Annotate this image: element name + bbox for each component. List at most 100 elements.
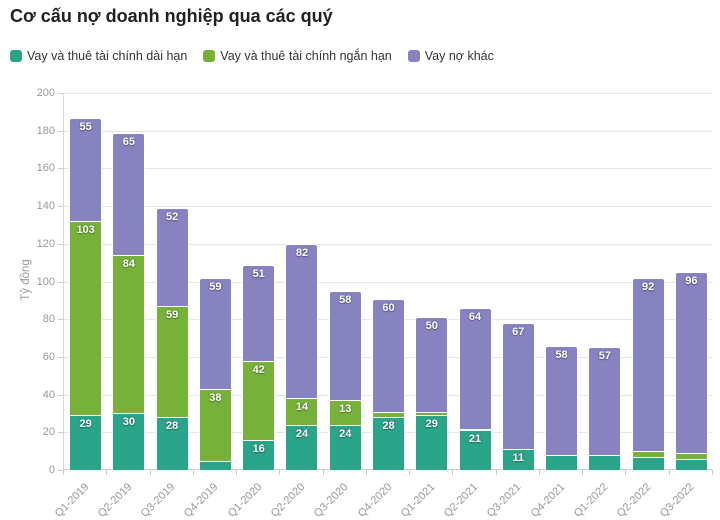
bar-Q2-2020[interactable]: 24 14 82 <box>285 243 319 470</box>
chart-title: Cơ cấu nợ doanh nghiệp qua các quý <box>10 6 333 26</box>
bar-Q3-2022[interactable]: 96 <box>674 272 708 470</box>
bar-segment[interactable]: 92 <box>631 277 665 452</box>
bar-segment[interactable]: 24 <box>285 424 319 470</box>
bar-value-label: 59 <box>209 280 222 293</box>
bar-value-label: 28 <box>166 420 179 433</box>
bar-segment[interactable]: 52 <box>155 208 189 307</box>
bar-Q3-2021[interactable]: 11 67 <box>501 322 535 470</box>
legend-swatch-long-term-icon <box>10 50 22 62</box>
bar-segment[interactable]: 13 <box>328 400 362 425</box>
bar-segment[interactable]: 55 <box>69 117 103 222</box>
legend-swatch-short-term-icon <box>203 50 216 62</box>
bar-Q4-2021[interactable]: 58 <box>545 345 579 470</box>
gridline <box>64 206 712 208</box>
bar-Q1-2020[interactable]: 16 42 51 <box>242 264 276 470</box>
bar-segment[interactable]: 14 <box>285 398 319 425</box>
bar-Q2-2021[interactable]: 21 64 <box>458 307 492 470</box>
y-axis-tick-mark <box>58 470 63 471</box>
x-axis-tick-mark <box>322 470 324 475</box>
bar-segment[interactable]: 21 <box>458 430 492 470</box>
bar-Q2-2022[interactable]: 92 <box>631 277 665 470</box>
bar-segment[interactable]: 24 <box>328 424 362 470</box>
legend-swatch-other-icon <box>407 50 420 62</box>
bar-segment[interactable]: 82 <box>285 243 319 399</box>
legend-item-short-term[interactable]: Vay và thuê tài chính ngắn hạn <box>203 49 392 63</box>
bar-Q3-2020[interactable]: 24 13 58 <box>328 290 362 470</box>
bar-value-label: 57 <box>598 350 611 363</box>
bar-segment[interactable] <box>458 428 492 431</box>
bar-segment[interactable]: 42 <box>242 360 276 440</box>
bar-segment[interactable]: 29 <box>69 415 103 470</box>
y-axis-tick-label: 40 <box>42 388 55 401</box>
bar-segment[interactable] <box>631 451 665 457</box>
bar-segment[interactable]: 64 <box>458 307 492 429</box>
bar-segment[interactable]: 28 <box>372 417 405 470</box>
bar-Q4-2019[interactable]: 38 59 <box>198 277 232 470</box>
bar-value-label: 82 <box>295 246 309 259</box>
bar-segment[interactable]: 57 <box>588 347 622 455</box>
bar-segment[interactable]: 38 <box>198 388 232 461</box>
bar-value-label: 103 <box>76 224 95 237</box>
bar-segment[interactable]: 11 <box>501 449 535 470</box>
y-axis-tick-label: 20 <box>42 426 55 439</box>
y-axis-tick-mark <box>58 206 63 208</box>
bar-Q1-2021[interactable]: 29 50 <box>415 317 449 470</box>
bar-segment[interactable]: 67 <box>501 322 535 450</box>
bar-segment[interactable]: 58 <box>545 345 579 455</box>
bar-segment[interactable] <box>588 454 622 470</box>
gridline <box>64 281 712 283</box>
bar-segment[interactable]: 65 <box>112 132 146 256</box>
bar-segment[interactable] <box>198 460 232 470</box>
bar-value-label: 28 <box>382 420 395 433</box>
x-axis-tick-mark <box>452 470 454 475</box>
bar-segment[interactable]: 29 <box>415 415 449 470</box>
bar-value-label: 65 <box>122 135 136 148</box>
bar-segment[interactable]: 59 <box>155 306 189 418</box>
bar-Q2-2019[interactable]: 30 84 65 <box>112 132 146 470</box>
bar-segment[interactable]: 60 <box>372 298 405 412</box>
bar-segment[interactable]: 30 <box>112 413 146 470</box>
bar-value-label: 60 <box>382 301 395 314</box>
legend-item-other[interactable]: Vay nợ khác <box>407 49 494 63</box>
bar-segment[interactable]: 51 <box>242 264 276 361</box>
bar-segment[interactable]: 50 <box>415 317 449 412</box>
bar-segment[interactable] <box>545 454 579 470</box>
bar-value-label: 13 <box>339 403 352 416</box>
bar-segment[interactable]: 84 <box>112 255 146 414</box>
bar-segment[interactable]: 16 <box>242 439 276 470</box>
bar-Q3-2019[interactable]: 28 59 52 <box>155 208 189 470</box>
bar-segment[interactable] <box>631 456 665 470</box>
bar-value-label: 38 <box>209 391 222 404</box>
bar-Q1-2019[interactable]: 29 103 55 <box>69 117 103 470</box>
bar-segment[interactable]: 58 <box>328 290 362 401</box>
bar-Q4-2020[interactable]: 28 60 <box>372 298 405 470</box>
bar-segment[interactable] <box>674 453 708 459</box>
y-axis-tick-mark <box>58 281 63 283</box>
y-axis-tick-mark <box>58 394 63 396</box>
legend-label-short-term: Vay và thuê tài chính ngắn hạn <box>220 49 392 63</box>
bar-segment[interactable]: 28 <box>155 417 189 470</box>
y-axis-tick-mark <box>58 168 63 170</box>
bar-value-label: 55 <box>79 120 92 133</box>
y-axis-tick-mark <box>58 130 63 132</box>
y-axis-tick-label: 140 <box>36 200 55 213</box>
bar-value-label: 29 <box>79 418 92 431</box>
bar-segment[interactable]: 59 <box>198 277 232 389</box>
gridline <box>64 168 712 170</box>
legend-item-long-term[interactable]: Vay và thuê tài chính dài hạn <box>10 49 187 63</box>
bar-segment[interactable] <box>674 458 708 470</box>
bar-Q1-2022[interactable]: 57 <box>588 347 622 470</box>
y-axis-tick-mark <box>58 319 63 321</box>
bar-segment[interactable]: 103 <box>69 221 103 416</box>
bar-segment[interactable]: 96 <box>674 272 708 454</box>
legend: Vay và thuê tài chính dài hạn Vay và thu… <box>10 49 494 63</box>
bar-value-label: 52 <box>166 211 179 224</box>
bar-segment[interactable] <box>372 411 405 418</box>
y-axis-tick-mark <box>58 93 63 94</box>
bar-segment[interactable] <box>415 411 449 416</box>
x-axis-tick-mark <box>279 470 281 475</box>
x-axis-tick-mark <box>712 470 713 475</box>
bar-value-label: 21 <box>468 433 482 446</box>
x-axis-tick-mark <box>409 470 411 475</box>
